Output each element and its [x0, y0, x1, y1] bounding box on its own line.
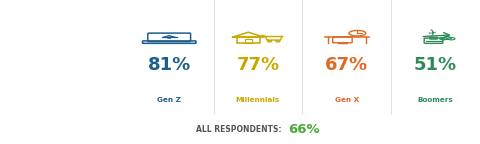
Text: WHO'S
CONSIDERING
A FINANCIAL
RESOLUTION
FOR 2023?: WHO'S CONSIDERING A FINANCIAL RESOLUTION…: [12, 38, 75, 100]
Text: 67%: 67%: [325, 56, 368, 73]
Text: Gen Z: Gen Z: [157, 97, 181, 103]
Text: 81%: 81%: [147, 56, 191, 73]
Bar: [245, 39, 252, 43]
Text: 66%: 66%: [288, 123, 320, 136]
Text: Millennials: Millennials: [236, 97, 280, 103]
Text: 51%: 51%: [414, 56, 457, 73]
Text: 77%: 77%: [237, 56, 279, 73]
Bar: [237, 37, 260, 43]
Text: Boomers: Boomers: [418, 97, 454, 103]
Text: ⌂: ⌂: [167, 34, 171, 40]
Text: ALL RESPONDENTS:: ALL RESPONDENTS:: [195, 125, 281, 134]
Text: Gen X: Gen X: [335, 97, 359, 103]
Text: ✈: ✈: [427, 28, 438, 39]
